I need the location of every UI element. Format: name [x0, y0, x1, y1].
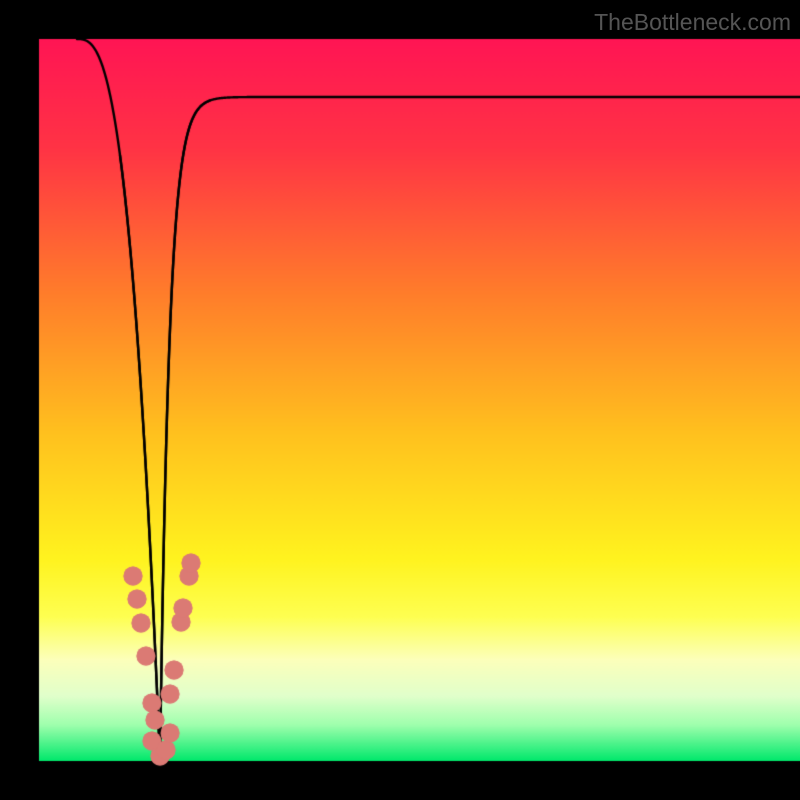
chart-container: TheBottleneck.com — [0, 0, 800, 800]
bottleneck-plot-canvas — [0, 0, 800, 800]
